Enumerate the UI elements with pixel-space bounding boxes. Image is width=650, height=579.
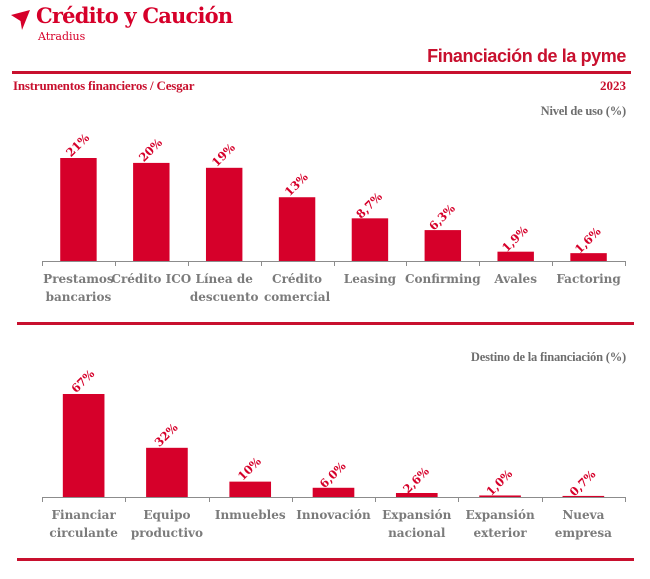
bar: [562, 495, 605, 497]
bar: [62, 394, 105, 497]
category-label: Inmuebles: [215, 508, 286, 522]
chart-divider-2: [17, 558, 634, 561]
category-label: Nueva empresa: [555, 508, 612, 540]
year-label: 2023: [600, 78, 626, 93]
category-label: Innovación: [296, 508, 371, 522]
data-label: 1,0%: [483, 467, 515, 499]
bar: [395, 493, 438, 497]
bar: [60, 158, 97, 261]
data-label: 0,7%: [567, 467, 599, 499]
category-label: Leasing: [344, 272, 397, 286]
section-title: Instrumentos financieros / Cesgar: [13, 78, 195, 93]
bar: [570, 253, 607, 261]
data-label: 67%: [68, 367, 97, 396]
bar: [229, 481, 272, 497]
chart-title-destino: Destino de la financiación (%): [470, 350, 626, 364]
category-label: Expansión exterior: [465, 508, 535, 540]
logo: [10, 6, 32, 31]
header-divider: [12, 71, 631, 74]
data-label: 2,6%: [400, 464, 432, 496]
bar: [133, 162, 170, 261]
chart-divider-1: [17, 322, 634, 325]
data-label: 6,0%: [317, 459, 349, 491]
brand-name: Crédito y Caución: [36, 3, 233, 28]
sub-brand-name: Atradius: [38, 30, 86, 43]
bar: [497, 251, 534, 261]
report-title: Financiación de la pyme: [427, 46, 626, 66]
category-label: Prestamos bancarios: [43, 272, 114, 304]
bar: [351, 218, 389, 261]
category-label: Financiar circulante: [49, 508, 118, 540]
data-label: 10%: [235, 454, 264, 483]
category-label: Línea de descuento: [190, 272, 259, 304]
data-label: 32%: [152, 420, 181, 449]
category-label: Avales: [493, 272, 537, 286]
category-label: Crédito ICO: [111, 272, 191, 286]
category-label: Factoring: [556, 272, 621, 286]
bar: [312, 487, 355, 497]
bar: [146, 447, 188, 497]
bar: [205, 167, 243, 261]
bar: [479, 495, 521, 497]
bar: [424, 230, 462, 261]
arrow-bird-logo-icon: [11, 10, 30, 30]
category-label: Equipo productivo: [131, 508, 203, 540]
category-label: Confirming: [405, 272, 481, 286]
category-label: Crédito comercial: [264, 272, 331, 304]
category-label: Expansión nacional: [382, 508, 452, 540]
bar: [278, 197, 316, 261]
chart-title-nivel-de-uso: Nivel de uso (%): [540, 104, 627, 118]
